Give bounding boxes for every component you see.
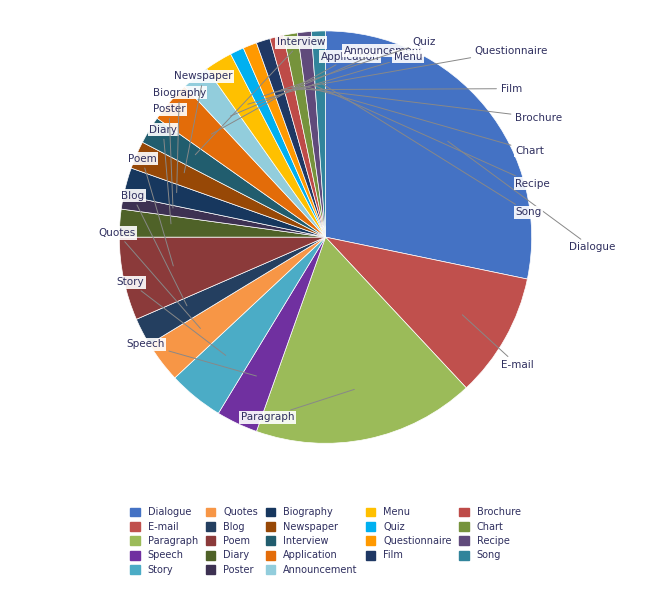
Wedge shape — [119, 209, 326, 237]
Wedge shape — [149, 237, 326, 378]
Text: Newspaper: Newspaper — [174, 71, 232, 173]
Text: Speech: Speech — [126, 339, 256, 376]
Text: Blog: Blog — [121, 191, 187, 306]
Text: E-mail: E-mail — [462, 315, 534, 370]
Wedge shape — [326, 237, 527, 388]
Wedge shape — [230, 48, 326, 237]
Text: Application: Application — [212, 52, 380, 134]
Wedge shape — [121, 195, 326, 237]
Wedge shape — [136, 237, 326, 344]
Text: Poster: Poster — [153, 105, 186, 208]
Wedge shape — [284, 33, 326, 237]
Wedge shape — [326, 31, 532, 279]
Text: Song: Song — [323, 84, 542, 218]
Wedge shape — [298, 32, 326, 237]
Text: Menu: Menu — [248, 52, 422, 104]
Wedge shape — [124, 168, 326, 237]
Text: Biography: Biography — [152, 88, 206, 193]
Wedge shape — [157, 86, 326, 237]
Text: Quotes: Quotes — [98, 228, 201, 328]
Text: Story: Story — [117, 277, 226, 356]
Wedge shape — [206, 54, 326, 237]
Wedge shape — [175, 237, 326, 413]
Legend: Dialogue, E-mail, Paragraph, Speech, Story, Quotes, Blog, Poem, Diary, Poster, B: Dialogue, E-mail, Paragraph, Speech, Sto… — [126, 502, 525, 580]
Wedge shape — [143, 118, 326, 237]
Wedge shape — [243, 43, 326, 237]
Text: Interview: Interview — [195, 38, 325, 155]
Wedge shape — [185, 69, 326, 237]
Wedge shape — [132, 142, 326, 237]
Wedge shape — [256, 38, 326, 237]
Text: Poem: Poem — [128, 154, 173, 266]
Text: Announcement: Announcement — [230, 46, 423, 116]
Wedge shape — [119, 237, 326, 319]
Text: Film: Film — [281, 84, 522, 94]
Text: Brochure: Brochure — [292, 87, 562, 123]
Text: Quiz: Quiz — [262, 38, 436, 97]
Wedge shape — [270, 35, 326, 237]
Text: Diary: Diary — [149, 125, 177, 224]
Text: Chart: Chart — [302, 86, 544, 156]
Wedge shape — [311, 31, 326, 237]
Wedge shape — [218, 237, 326, 432]
Text: Dialogue: Dialogue — [448, 141, 615, 252]
Text: Questionnaire: Questionnaire — [271, 46, 547, 93]
Wedge shape — [256, 237, 466, 443]
Text: Paragraph: Paragraph — [241, 389, 354, 423]
Text: Recipe: Recipe — [312, 85, 550, 188]
